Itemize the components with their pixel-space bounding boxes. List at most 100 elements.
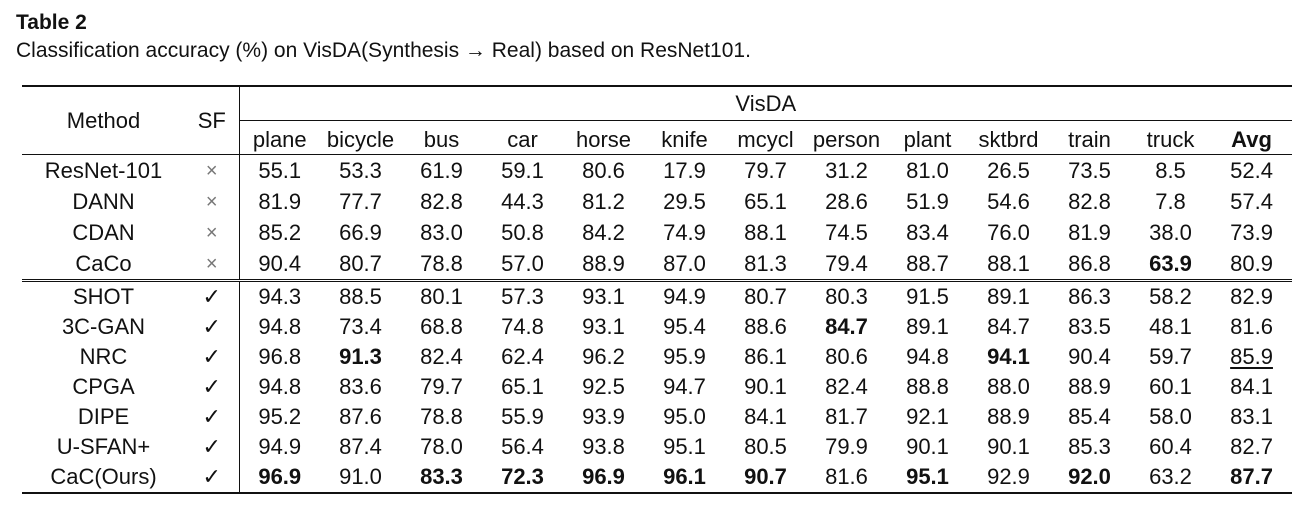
value-cell-plane: 55.1 [239,154,320,186]
value-cell-sktbrd: 88.0 [987,374,1030,399]
value-cell-truck: 60.1 [1149,374,1192,399]
table-row: 3C-GAN ✓ 94.8 73.4 68.8 74.8 93.1 95.4 88.6 84.7 8… [22,312,1292,342]
sf-cell: × [185,217,240,248]
value-cell-train: 81.9 [1068,219,1111,245]
value-cell-plane: 81.9 [258,188,302,214]
check-icon: ✓ [202,404,221,429]
value-cell-person: 81.6 [806,462,887,494]
value-cell-car: 65.1 [501,374,544,399]
value-cell-sktbrd: 54.6 [987,188,1030,214]
value-cell-person: 80.6 [825,344,868,369]
sf-cell: ✓ [185,279,240,312]
value-cell-person: 82.4 [825,374,868,399]
value-cell-train: 73.5 [1049,154,1130,186]
column-header-sktbrd: sktbrd [978,127,1039,152]
method-cell: DANN [72,188,135,214]
value-cell-truck: 58.2 [1130,279,1211,312]
value-cell-knife: 94.9 [644,279,725,312]
value-cell-truck: 59.7 [1149,344,1192,369]
value-cell-sktbrd: 76.0 [987,219,1030,245]
value-cell-person: 84.7 [825,314,868,339]
value-cell-bus: 82.8 [420,188,463,214]
value-cell-bus: 78.8 [420,250,463,276]
value-cell-bus: 80.1 [401,279,482,312]
table-row: ResNet-101 × 55.1 53.3 61.9 59.1 80.6 17.9 79.7 3… [22,154,1293,186]
value-cell-car: 72.3 [482,462,563,494]
sf-header: SF [185,85,240,155]
value-cell-bus: 61.9 [401,154,482,186]
value-cell-bicycle: 80.7 [339,250,382,276]
sf-cell: × [185,154,240,186]
value-cell-person: 79.9 [825,434,868,459]
value-cell-car: 57.0 [501,250,544,276]
value-cell-avg: 85.9 [1230,344,1273,369]
value-cell-plane: 96.9 [239,462,320,494]
value-cell-mcycl: 88.6 [744,314,787,339]
method-cell: CDAN [72,219,135,245]
value-cell-truck: 8.5 [1130,154,1211,186]
value-cell-knife: 29.5 [663,188,706,214]
table-row: CPGA ✓ 94.8 83.6 79.7 65.1 92.5 94.7 90.1 82.4 88.… [22,372,1292,402]
value-cell-avg: 82.9 [1211,279,1293,312]
value-cell-horse: 93.9 [582,404,625,429]
value-cell-plant: 88.8 [906,374,949,399]
value-cell-bus: 78.8 [420,404,463,429]
table-row: U-SFAN+ ✓ 94.9 87.4 78.0 56.4 93.8 95.1 80.5 79.9… [22,432,1292,462]
value-cell-mcycl: 80.7 [725,279,806,312]
value-cell-horse: 81.2 [582,188,625,214]
value-cell-plant: 94.8 [906,344,949,369]
method-header: Method [22,85,185,155]
value-cell-sktbrd: 84.7 [987,314,1030,339]
value-cell-horse: 80.6 [563,154,644,186]
value-cell-sktbrd: 26.5 [968,154,1049,186]
value-cell-car: 59.1 [482,154,563,186]
sf-cell: ✓ [185,402,240,432]
column-header-mcycl: mcycl [737,127,794,152]
value-cell-train: 86.3 [1049,279,1130,312]
value-cell-bicycle: 87.4 [339,434,382,459]
table-row: DANN × 81.9 77.7 82.8 44.3 81.2 29.5 65.1 28.6 51.… [22,186,1292,217]
value-cell-knife: 74.9 [663,219,706,245]
check-icon: ✓ [202,344,221,369]
method-cell: CPGA [72,374,135,399]
value-cell-plant: 92.1 [906,404,949,429]
cross-icon: × [205,160,218,182]
value-cell-horse: 93.1 [563,279,644,312]
value-cell-horse: 93.1 [582,314,625,339]
value-cell-bicycle: 73.4 [339,314,382,339]
value-cell-plane: 90.4 [258,250,302,276]
table-body: ResNet-101 × 55.1 53.3 61.9 59.1 80.6 17.9 79.7 3… [22,154,1293,494]
value-cell-knife: 96.1 [644,462,725,494]
value-cell-person: 81.7 [825,404,868,429]
value-cell-plane: 94.8 [258,374,302,399]
value-cell-plane: 94.9 [258,434,302,459]
value-cell-sktbrd: 92.9 [968,462,1049,494]
value-cell-mcycl: 88.1 [744,219,787,245]
value-cell-train: 85.3 [1068,434,1111,459]
value-cell-mcycl: 79.7 [725,154,806,186]
sf-cell: ✓ [185,462,240,494]
value-cell-avg: 83.1 [1230,404,1273,429]
value-cell-train: 85.4 [1068,404,1111,429]
method-cell: DIPE [77,404,130,429]
cross-icon: × [205,222,218,244]
method-cell: 3C-GAN [61,314,146,339]
value-cell-bicycle: 91.3 [339,344,382,369]
value-cell-mcycl: 65.1 [744,188,787,214]
value-cell-bus: 79.7 [420,374,463,399]
value-cell-car: 74.8 [501,314,544,339]
value-cell-person: 31.2 [806,154,887,186]
value-cell-knife: 95.9 [663,344,706,369]
value-cell-bicycle: 53.3 [320,154,401,186]
value-cell-bicycle: 88.5 [320,279,401,312]
value-cell-bus: 68.8 [420,314,463,339]
sf-cell: ✓ [185,312,240,342]
value-cell-avg: 87.7 [1211,462,1293,494]
value-cell-truck: 7.8 [1155,188,1186,214]
value-cell-sktbrd: 89.1 [968,279,1049,312]
value-cell-train: 90.4 [1068,344,1111,369]
value-cell-bus: 83.0 [420,219,463,245]
value-cell-plant: 91.5 [887,279,968,312]
results-table: Method SF VisDA plane bicycle bus car horse k… [22,85,1293,494]
value-cell-bus: 83.3 [401,462,482,494]
